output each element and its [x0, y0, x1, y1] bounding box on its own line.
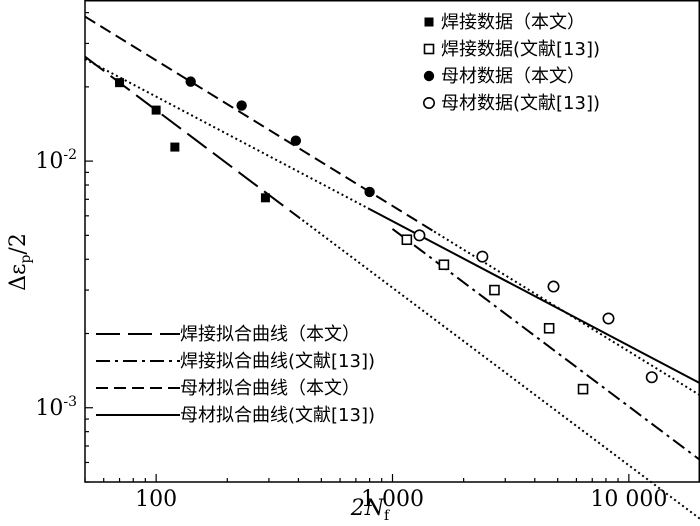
x-axis-label: 2Nf: [350, 496, 391, 524]
data-point-s3-p0: [413, 229, 426, 242]
legend-marker-2: [423, 70, 435, 82]
legend-line-label-3: 母材拟合曲线(文献[13]): [180, 405, 375, 426]
fit-line-3-extension: [84, 58, 371, 210]
data-point-s2-p1: [236, 100, 247, 111]
data-point-s1-p2: [489, 284, 500, 296]
legend-lines: 焊接拟合曲线（本文） 焊接拟合曲线(文献[13]) 母材拟合曲线（本文） 母材拟合曲线…: [96, 324, 375, 426]
data-point-s3-p3: [602, 312, 615, 325]
y-axis-label-suffix: /2: [6, 233, 31, 254]
data-point-s2-p3: [364, 186, 375, 198]
y-axis-label-sub: p: [18, 255, 34, 264]
markers-layer: [115, 76, 658, 395]
y-axis-label: Δεp/2: [6, 233, 34, 291]
data-point-s1-p3: [543, 322, 555, 334]
x-tick-label-2: 10 000: [590, 487, 667, 512]
fit-line-0-extension: [297, 216, 700, 520]
legend-marker-label-3: 母材数据(文献[13]): [441, 93, 600, 114]
y-tick-label-0: 10-2: [35, 147, 77, 174]
data-point-s1-p4: [577, 383, 589, 395]
data-point-s3-p4: [645, 371, 658, 384]
legend-marker-label-2: 母材数据（本文）: [441, 66, 585, 87]
x-tick-label-0: 100: [135, 487, 177, 512]
data-point-s0-p3: [260, 193, 270, 203]
legend-marker-0: [424, 17, 434, 27]
data-point-s3-p1: [476, 250, 489, 263]
ticks-layer: 100 1 000 10 000 10-2 10-3: [35, 12, 700, 512]
legend-line-label-1: 焊接拟合曲线(文献[13]): [180, 351, 375, 372]
x-axis-label-main: 2N: [350, 496, 385, 521]
y-axis-label-main: Δε: [6, 264, 31, 291]
legend-marker-label-0: 焊接数据（本文）: [441, 12, 585, 33]
fit-lines-layer: [84, 15, 700, 520]
x-tick-label-1: 1 000: [361, 487, 424, 512]
data-point-s2-p2: [290, 135, 302, 146]
legend-line-label-0: 焊接拟合曲线（本文）: [180, 324, 360, 345]
data-point-s0-p1: [151, 105, 161, 115]
data-point-s0-p0: [115, 78, 125, 88]
legend-markers: 焊接数据（本文） 焊接数据(文献[13]) 母材数据（本文） 母材数据(文献[13]): [422, 12, 600, 114]
data-point-s1-p1: [438, 259, 450, 271]
legend-marker-3: [422, 97, 435, 110]
data-point-s3-p2: [547, 280, 560, 293]
x-axis-label-sub: f: [384, 508, 391, 524]
y-tick-label-1: 10-3: [35, 394, 77, 421]
data-point-s1-p0: [401, 234, 413, 246]
data-point-s0-p2: [170, 142, 180, 152]
fit-line-2-main: [84, 15, 435, 233]
legend-marker-1: [423, 43, 435, 55]
data-point-s2-p0: [185, 76, 196, 87]
legend-line-label-2: 母材拟合曲线（本文）: [180, 378, 360, 399]
legend-marker-label-1: 焊接数据(文献[13]): [441, 39, 600, 60]
